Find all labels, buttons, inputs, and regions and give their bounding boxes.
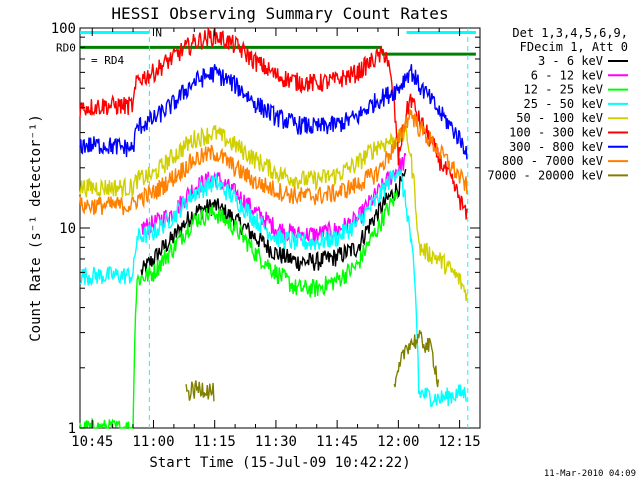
x-tick-label: 12:15 xyxy=(439,434,481,450)
legend-label: 25 - 50 keV xyxy=(524,97,603,111)
legend-label: 300 - 800 keV xyxy=(509,140,603,154)
y-tick-label: 100 xyxy=(51,21,76,37)
series-line xyxy=(79,109,468,216)
legend-label: 800 - 7000 keV xyxy=(502,154,603,168)
y-axis-ticks: 1 10 100 xyxy=(51,21,480,437)
series-line xyxy=(185,330,440,402)
plot-area: N RD0 = RD4 10:45 11:00 11:15 11:30 11:45 12:00… xyxy=(51,21,481,450)
legend-label: 7000 - 20000 keV xyxy=(487,168,603,182)
legend-header-line-1: Det 1,3,4,5,6,9, xyxy=(512,26,628,40)
flag-bars: N RD0 = RD4 xyxy=(56,26,476,67)
chart-title: HESSI Observing Summary Count Rates xyxy=(111,4,448,23)
series-layer xyxy=(79,26,468,430)
legend-label: 100 - 300 keV xyxy=(509,126,603,140)
series-line xyxy=(79,64,468,160)
x-tick-label: 11:15 xyxy=(194,434,236,450)
y-tick-label: 10 xyxy=(59,221,76,237)
legend-label: 3 - 6 keV xyxy=(538,54,603,68)
legend: Det 1,3,4,5,6,9, FDecim 1, Att 0 3 - 6 k… xyxy=(487,26,628,182)
x-tick-label: 12:00 xyxy=(377,434,419,450)
legend-label: 50 - 100 keV xyxy=(516,111,603,125)
series-line xyxy=(79,26,468,220)
legend-label: 12 - 25 keV xyxy=(524,83,603,97)
y-axis-label: Count Rate (s⁻¹ detector⁻¹) xyxy=(28,114,44,342)
flag-label-n: N xyxy=(155,26,162,39)
series-line xyxy=(140,168,407,276)
flag-label-rd4: = RD4 xyxy=(91,54,124,67)
generation-timestamp: 11-Mar-2010 04:09 xyxy=(544,469,636,479)
x-axis-ticks: 10:45 11:00 11:15 11:30 11:45 12:00 12:15 xyxy=(71,28,481,450)
flag-label-rd0: RD0 xyxy=(56,41,76,54)
legend-label: 6 - 12 keV xyxy=(531,68,603,82)
x-tick-label: 11:30 xyxy=(255,434,297,450)
x-tick-label: 11:00 xyxy=(132,434,174,450)
x-tick-label: 10:45 xyxy=(71,434,113,450)
series-line xyxy=(79,167,468,408)
x-axis-label: Start Time (15-Jul-09 10:42:22) xyxy=(149,455,410,471)
legend-header-line-2: FDecim 1, Att 0 xyxy=(520,40,628,54)
x-tick-label: 11:45 xyxy=(316,434,358,450)
y-tick-label: 1 xyxy=(68,421,76,437)
